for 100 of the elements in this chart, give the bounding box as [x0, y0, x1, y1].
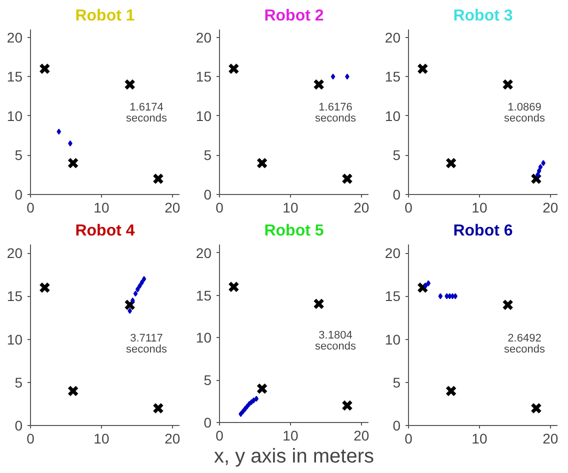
- y-tick-label: 15: [6, 288, 23, 304]
- y-tick-label: 0: [392, 418, 401, 434]
- annotation: 1.6174 seconds: [126, 102, 168, 124]
- point: [152, 402, 164, 414]
- y-tick-label: 0: [204, 186, 212, 202]
- y-tick-label: 20: [6, 29, 23, 46]
- point: [530, 402, 542, 414]
- point: [240, 408, 246, 414]
- x-tick-label: 20: [542, 430, 558, 446]
- x-tick-label: 0: [216, 200, 224, 216]
- x-tick-label: 20: [542, 200, 558, 216]
- point: [538, 164, 543, 170]
- point: [313, 298, 324, 310]
- x-tick-label: 20: [354, 428, 370, 444]
- y-tick-label: 10: [6, 331, 23, 348]
- point: [124, 299, 136, 310]
- y-tick-label: 10: [384, 331, 401, 348]
- y-tick-label: 5: [204, 147, 212, 164]
- y-tick-label: 10: [196, 108, 212, 124]
- annotation: 3.7117 seconds: [126, 332, 168, 356]
- y-tick-label: 20: [6, 245, 23, 262]
- x-tick-label: 20: [164, 200, 180, 216]
- point: [426, 280, 431, 286]
- point: [445, 157, 457, 169]
- y-tick-label: 5: [14, 147, 23, 164]
- x-tick-label: 0: [404, 200, 413, 216]
- point: [67, 157, 79, 169]
- y-tick-label: 20: [196, 29, 212, 46]
- point: [342, 400, 353, 412]
- chart-title: Robot 3: [453, 8, 513, 24]
- point: [423, 282, 428, 289]
- point: [256, 382, 268, 394]
- point: [530, 173, 542, 184]
- x-tick-label: 10: [94, 200, 110, 216]
- point: [417, 63, 428, 74]
- y-tick-label: 20: [196, 244, 212, 261]
- x-tick-label: 10: [472, 430, 488, 446]
- point: [152, 173, 164, 184]
- point: [502, 299, 514, 310]
- y-tick-label: 15: [6, 68, 23, 85]
- point: [135, 286, 140, 292]
- x-tick-label: 0: [26, 430, 35, 446]
- chart-title: Robot 4: [75, 222, 135, 240]
- x-tick-label: 10: [472, 200, 488, 216]
- x-tick-label: 0: [216, 428, 224, 444]
- x-axis-title: x, y axis in meters: [214, 446, 374, 468]
- point: [140, 279, 144, 286]
- y-tick-label: 5: [204, 372, 212, 388]
- point: [56, 128, 62, 135]
- x-tick-label: 10: [94, 430, 110, 446]
- x-tick-label: 10: [282, 200, 298, 216]
- point: [535, 172, 540, 178]
- y-tick-label: 15: [196, 68, 212, 85]
- point: [445, 385, 457, 397]
- point: [256, 157, 268, 169]
- annotation: 1.6176 seconds: [315, 102, 356, 124]
- y-tick-label: 0: [14, 186, 23, 202]
- point: [39, 282, 50, 294]
- y-tick-label: 5: [14, 374, 23, 390]
- point: [330, 74, 336, 80]
- point: [342, 173, 353, 184]
- point: [228, 281, 240, 293]
- point: [142, 276, 146, 282]
- y-tick-label: 10: [384, 108, 401, 124]
- y-tick-label: 0: [392, 186, 401, 202]
- chart-title: Robot 1: [75, 8, 135, 24]
- y-tick-label: 20: [384, 29, 401, 46]
- y-tick-label: 15: [384, 288, 401, 304]
- point: [228, 63, 240, 74]
- y-tick-label: 0: [14, 418, 23, 434]
- point: [502, 78, 514, 90]
- y-tick-label: 10: [6, 108, 23, 124]
- point: [438, 293, 443, 300]
- y-tick-label: 0: [204, 414, 212, 430]
- x-tick-label: 0: [26, 200, 35, 216]
- y-tick-label: 10: [196, 330, 212, 346]
- y-tick-label: 15: [196, 287, 212, 304]
- y-tick-label: 5: [392, 374, 401, 390]
- y-tick-label: 20: [384, 245, 401, 262]
- y-tick-label: 5: [392, 147, 401, 164]
- point: [39, 63, 50, 74]
- point: [67, 385, 79, 397]
- chart-title: Robot 2: [264, 8, 324, 24]
- point: [536, 168, 542, 174]
- annotation: 1.0869 seconds: [504, 102, 546, 124]
- x-tick-label: 10: [282, 428, 298, 444]
- x-tick-label: 20: [354, 200, 370, 216]
- point: [242, 406, 248, 412]
- point: [254, 396, 259, 402]
- y-tick-label: 15: [384, 68, 401, 85]
- point: [313, 78, 324, 90]
- x-tick-label: 0: [404, 430, 413, 446]
- chart-title: Robot 5: [264, 222, 324, 240]
- point: [417, 282, 428, 294]
- chart-title: Robot 6: [453, 222, 513, 240]
- point: [133, 290, 138, 297]
- annotation: 3.1804 seconds: [315, 330, 356, 352]
- point: [124, 78, 136, 90]
- x-tick-label: 20: [164, 430, 180, 446]
- annotation: 2.6492 seconds: [504, 332, 546, 356]
